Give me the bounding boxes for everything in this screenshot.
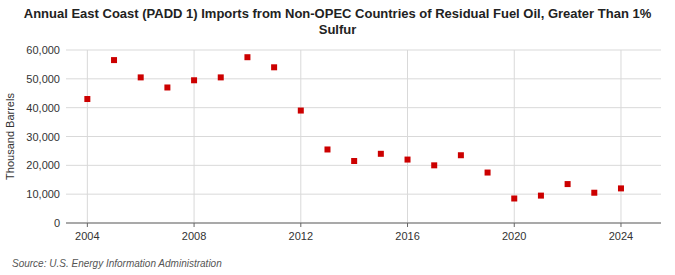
y-grid-line	[66, 136, 661, 137]
title: Annual East Coast (PADD 1) Imports from …	[24, 6, 652, 37]
point	[511, 195, 517, 201]
x-grid-line	[300, 50, 301, 223]
x-axis-line	[66, 223, 661, 224]
y-grid-line	[66, 165, 661, 166]
x-tick-label: 2016	[395, 230, 419, 242]
y-grid-line	[66, 194, 661, 195]
point	[378, 151, 384, 157]
grid	[66, 50, 661, 223]
points	[84, 54, 624, 201]
y-tick-label: 50,000	[26, 73, 60, 85]
x-tick	[87, 223, 88, 227]
x-tick-label: 2008	[182, 230, 206, 242]
point	[591, 190, 597, 196]
point	[191, 77, 197, 83]
x-tick-label: 2024	[609, 230, 633, 242]
y-grid-line	[66, 107, 661, 108]
point	[298, 108, 304, 114]
source: Source: U.S. Energy Information Administ…	[12, 258, 222, 269]
y-tick-label: 30,000	[26, 131, 60, 143]
point	[431, 162, 437, 168]
point	[538, 193, 544, 199]
point	[351, 158, 357, 164]
y-axis-label: Thousand Barrels	[4, 93, 16, 180]
y-tick-label: 10,000	[26, 188, 60, 200]
y-tick-label: 60,000	[26, 44, 60, 56]
point	[138, 74, 144, 80]
x-tick-label: 2004	[75, 230, 99, 242]
x-tick	[514, 223, 515, 227]
x-tick	[620, 223, 621, 227]
y-grid-line	[66, 78, 661, 79]
chart: Annual East Coast (PADD 1) Imports from …	[0, 0, 675, 275]
point	[164, 84, 170, 90]
y-tick-label: 40,000	[26, 102, 60, 114]
x-grid-line	[87, 50, 88, 223]
point	[84, 96, 90, 102]
point	[218, 74, 224, 80]
x-tick-label: 2020	[502, 230, 526, 242]
point	[324, 146, 330, 152]
x-grid-line	[407, 50, 408, 223]
x-grid-line	[620, 50, 621, 223]
x-tick	[407, 223, 408, 227]
y-grid-line	[66, 50, 661, 51]
x-grid-line	[194, 50, 195, 223]
point	[271, 64, 277, 70]
point	[405, 157, 411, 163]
y-tick-label: 20,000	[26, 159, 60, 171]
point	[111, 57, 117, 63]
point	[618, 185, 624, 191]
x-tick	[300, 223, 301, 227]
point	[565, 181, 571, 187]
point	[244, 54, 250, 60]
x-tick-label: 2012	[289, 230, 313, 242]
point	[485, 170, 491, 176]
point	[458, 152, 464, 158]
y-tick-label: 0	[54, 217, 60, 229]
x-tick	[194, 223, 195, 227]
y-grid-line	[66, 223, 661, 224]
